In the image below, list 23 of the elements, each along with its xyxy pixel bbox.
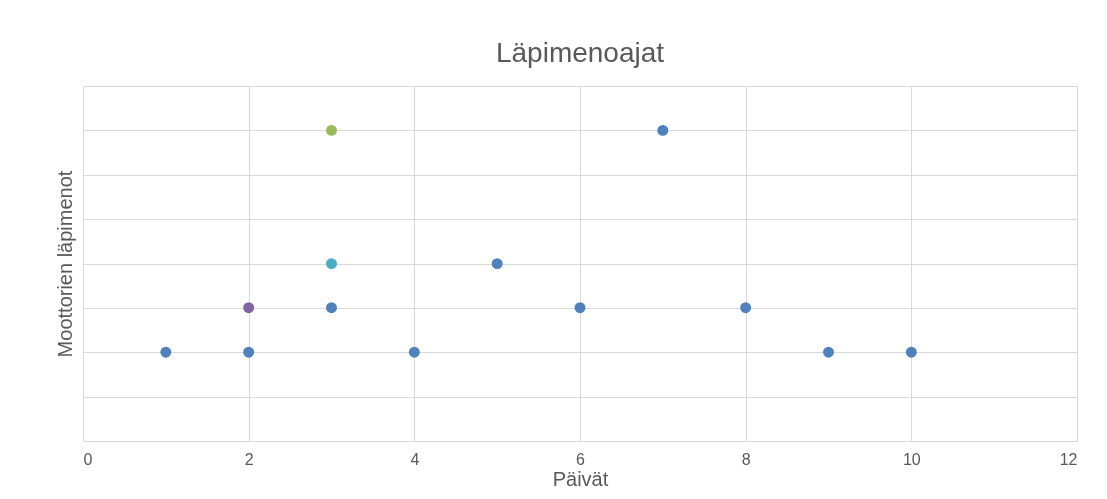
y-axis-title: Moottorien läpimenot — [53, 170, 76, 358]
x-tick-label: 8 — [741, 450, 751, 468]
point — [491, 258, 503, 270]
x-tick-label: 4 — [410, 450, 420, 468]
point — [160, 346, 172, 358]
point — [243, 346, 255, 358]
point — [823, 346, 834, 358]
point — [574, 302, 586, 314]
x-tick-label: 2 — [244, 450, 254, 468]
x-tick-label: 0 — [83, 450, 93, 468]
x-tick-label: 6 — [576, 450, 586, 468]
point — [326, 124, 337, 136]
x-tick-label: 10 — [902, 450, 921, 468]
x-axis-title: Päivät — [552, 467, 609, 490]
point — [905, 346, 917, 358]
chart-title: Läpimenoajat — [495, 37, 665, 68]
point — [408, 346, 420, 358]
point — [243, 302, 255, 314]
point — [657, 124, 669, 136]
point — [326, 302, 337, 314]
x-tick-label: 12 — [1059, 450, 1078, 468]
point — [740, 302, 752, 314]
point — [326, 258, 337, 270]
